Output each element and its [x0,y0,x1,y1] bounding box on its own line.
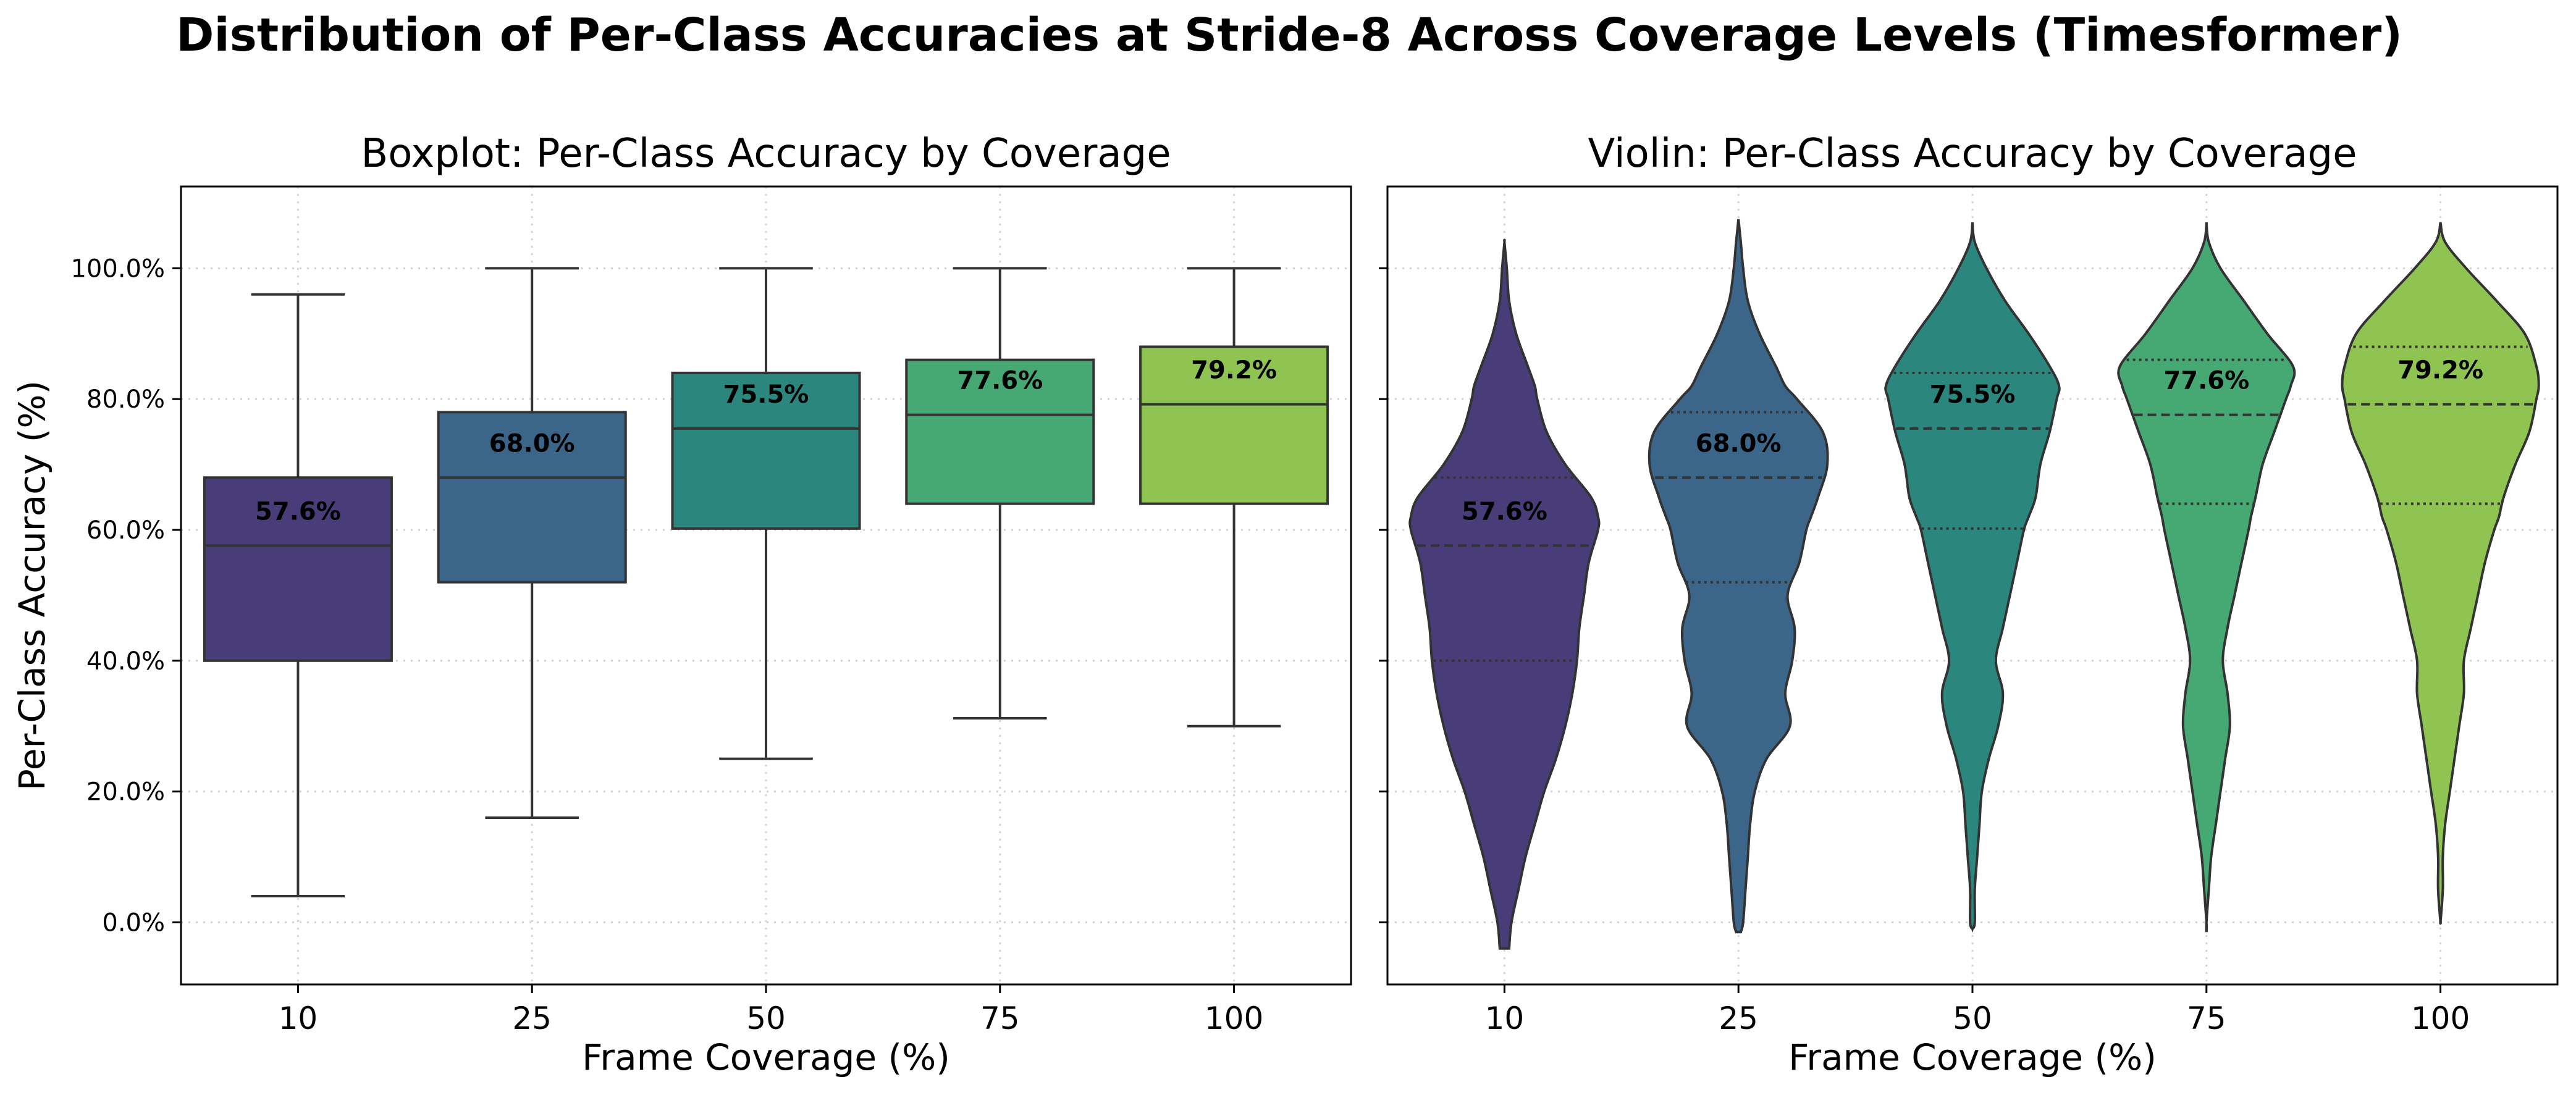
median-label: 75.5% [1930,380,2016,409]
x-tick-label: 10 [1485,1001,1525,1036]
violin-median-labels: 57.6% 68.0% 75.5% 77.6% 79.2% [1462,356,2483,526]
y-tick-label: 80.0% [86,385,165,414]
y-tick-label: 40.0% [86,647,165,676]
violin-y-ticks [1379,267,1387,923]
violin-title: Violin: Per-Class Accuracy by Coverage [1588,131,2357,177]
boxplot-median-labels: 57.6% 68.0% 75.5% 77.6% 79.2% [255,356,1277,526]
x-tick-label: 10 [279,1001,318,1036]
y-axis-label: Per-Class Accuracy (%) [11,380,53,791]
violin-panel: Violin: Per-Class Accuracy by Coverage 5… [1379,131,2559,1078]
boxplot-x-ticks: 10 25 50 75 100 [279,984,1263,1036]
median-label: 68.0% [489,429,575,458]
box-50 [671,371,861,530]
y-tick-label: 20.0% [86,778,165,807]
box-75 [905,358,1095,505]
x-tick-label: 100 [2411,1001,2470,1036]
boxplot-marks [203,267,1329,898]
box-100 [1139,345,1329,505]
x-tick-label: 100 [1205,1001,1263,1036]
x-tick-label: 25 [512,1001,552,1036]
violin-75 [2117,222,2296,933]
boxplot-title: Boxplot: Per-Class Accuracy by Coverage [361,131,1171,177]
x-tick-label: 75 [2187,1001,2226,1036]
boxplot-panel: Boxplot: Per-Class Accuracy by Coverage … [11,131,1352,1078]
median-label: 75.5% [723,380,809,409]
boxplot-y-ticks: 0.0% 20.0% 40.0% 60.0% 80.0% 100.0% [70,254,181,937]
violin-50 [1884,222,2061,933]
median-label: 68.0% [1696,429,1782,458]
x-tick-label: 75 [980,1001,1020,1036]
x-tick-label: 25 [1719,1001,1758,1036]
violin-10 [1408,238,1601,950]
y-tick-label: 0.0% [102,908,165,937]
violin-25 [1648,219,1829,934]
boxplot-x-axis-label: Frame Coverage (%) [582,1036,950,1078]
median-label: 77.6% [957,367,1043,395]
violin-x-ticks: 10 25 50 75 100 [1485,984,2470,1036]
median-label: 57.6% [255,497,341,526]
violin-100 [2341,222,2540,925]
box-25 [437,411,627,584]
median-label: 79.2% [1191,356,1277,385]
violin-x-axis-label: Frame Coverage (%) [1788,1036,2157,1078]
y-tick-label: 60.0% [86,516,165,545]
violin-marks [1408,219,2540,950]
y-tick-label: 100.0% [70,254,165,283]
figure-title: Distribution of Per-Class Accuracies at … [176,9,2402,62]
x-tick-label: 50 [746,1001,786,1036]
median-label: 79.2% [2397,356,2483,385]
median-label: 57.6% [1462,497,1547,526]
median-label: 77.6% [2163,367,2249,395]
x-tick-label: 50 [1953,1001,1992,1036]
box-10 [203,476,393,662]
